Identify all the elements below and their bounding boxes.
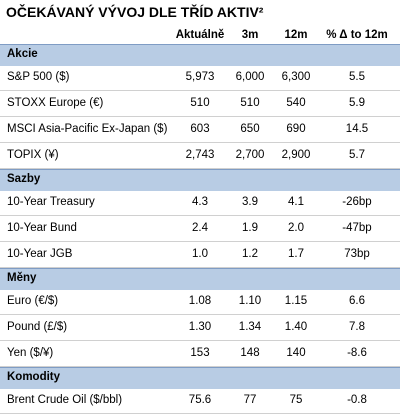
row-label: S&P 500 ($) (7, 71, 70, 83)
column-header: 3m (241, 29, 259, 41)
table-row: STOXX Europe (€) 510 510 540 5.9 (0, 91, 400, 117)
cell-value: 6,000 (235, 71, 265, 83)
cell-value: 153 (190, 347, 210, 359)
table-row: 10-Year Treasury 4.3 3.9 4.1 -26bp (0, 190, 400, 216)
cell-value: 1.34 (238, 321, 262, 333)
cell-value: 140 (286, 347, 306, 359)
table-row: Pound (£/$) 1.30 1.34 1.40 7.8 (0, 315, 400, 341)
section-label: Akcie (7, 48, 38, 60)
row-label: Pound (£/$) (7, 321, 68, 333)
cell-value: 1.9 (242, 222, 258, 234)
cell-value: 3.9 (242, 196, 258, 208)
row-label: 10-Year JGB (7, 248, 73, 260)
row-label: 10-Year Bund (7, 222, 77, 234)
cell-value: 2,900 (281, 149, 311, 161)
cell-value: 2.0 (288, 222, 304, 234)
column-header: % Δ to 12m (326, 29, 388, 41)
table-row: 10-Year Bund 2.4 1.9 2.0 -47bp (0, 216, 400, 242)
cell-value: -0.8 (347, 394, 367, 406)
table-row: Euro (€/$) 1.08 1.10 1.15 6.6 (0, 289, 400, 315)
cell-value: 75.6 (188, 394, 212, 406)
cell-value: 2,743 (185, 149, 215, 161)
cell-value: -8.6 (347, 347, 367, 359)
table-row: Brent Crude Oil ($/bbl) 75.6 77 75 -0.8 (0, 388, 400, 414)
cell-value: -47bp (342, 222, 372, 234)
cell-value: 5,973 (185, 71, 215, 83)
row-label: Brent Crude Oil ($/bbl) (7, 394, 123, 406)
cell-value: -26bp (342, 196, 372, 208)
cell-value: 14.5 (345, 123, 369, 135)
table-row: TOPIX (¥) 2,743 2,700 2,900 5.7 (0, 143, 400, 169)
cell-value: 1.0 (192, 248, 208, 260)
cell-value: 75 (289, 394, 303, 406)
cell-value: 2.4 (192, 222, 208, 234)
cell-value: 4.1 (288, 196, 304, 208)
table-row: Yen ($/¥) 153 148 140 -8.6 (0, 341, 400, 367)
row-label: 10-Year Treasury (7, 196, 95, 208)
title: OČEKÁVANÝ VÝVOJ DLE TŘÍD AKTIV² (6, 4, 264, 20)
section-label: Měny (7, 272, 37, 284)
column-header: 12m (284, 29, 308, 41)
cell-value: 1.40 (284, 321, 308, 333)
cell-value: 2,700 (235, 149, 265, 161)
section-header: Akcie (0, 44, 400, 66)
section-header: Komodity (0, 367, 400, 389)
cell-value: 6,300 (281, 71, 311, 83)
cell-value: 1.2 (242, 248, 258, 260)
cell-value: 5.9 (349, 97, 365, 109)
row-label: Yen ($/¥) (7, 347, 54, 359)
table-row: MSCI Asia-Pacific Ex-Japan ($) 603 650 690 1… (0, 117, 400, 143)
cell-value: 650 (240, 123, 260, 135)
cell-value: 73bp (344, 248, 370, 260)
cell-value: 510 (190, 97, 210, 109)
cell-value: 1.10 (238, 295, 262, 307)
cell-value: 603 (190, 123, 210, 135)
cell-value: 77 (243, 394, 257, 406)
cell-value: 6.6 (349, 295, 365, 307)
section-label: Komodity (7, 371, 61, 383)
section-header: Sazby (0, 169, 400, 191)
row-label: MSCI Asia-Pacific Ex-Japan ($) (7, 123, 168, 135)
column-header: Aktuálně (175, 29, 225, 41)
cell-value: 1.30 (188, 321, 212, 333)
row-label: TOPIX (¥) (7, 149, 59, 161)
cell-value: 1.7 (288, 248, 304, 260)
cell-value: 510 (240, 97, 260, 109)
cell-value: 540 (286, 97, 306, 109)
cell-value: 1.08 (188, 295, 212, 307)
table-row: 10-Year JGB 1.0 1.2 1.7 73bp (0, 242, 400, 268)
table-row: London Gold ($/troy oz)2,6972,7902,98010… (0, 414, 400, 420)
cell-value: 5.5 (349, 71, 365, 83)
row-label: Euro (€/$) (7, 295, 59, 307)
cell-value: 5.7 (349, 149, 365, 161)
cell-value: 7.8 (349, 321, 365, 333)
cell-value: 1.15 (284, 295, 308, 307)
table-row: S&P 500 ($) 5,973 6,000 6,300 5.5 (0, 65, 400, 91)
row-label: STOXX Europe (€) (7, 97, 104, 109)
section-label: Sazby (7, 173, 41, 185)
cell-value: 148 (240, 347, 260, 359)
cell-value: 4.3 (192, 196, 208, 208)
section-header: Měny (0, 268, 400, 290)
cell-value: 690 (286, 123, 306, 135)
